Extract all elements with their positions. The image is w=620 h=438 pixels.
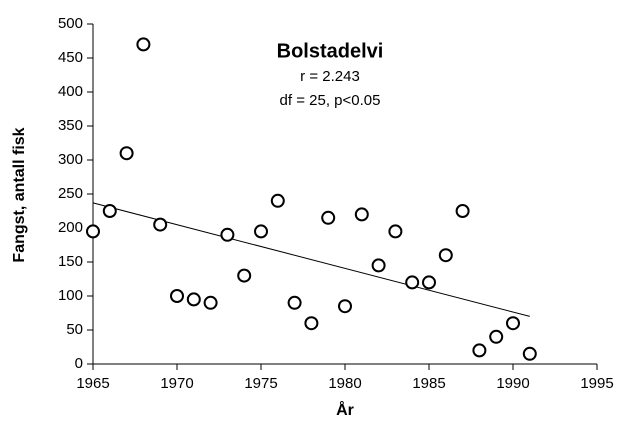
y-tick-label: 350 [58,117,83,134]
y-tick-label: 250 [58,185,83,202]
y-tick-label: 500 [58,15,83,32]
point [270,193,285,208]
y-tick-label: 0 [75,355,83,372]
point [287,295,302,310]
point [489,329,504,344]
annotation: r = 2.243 [300,68,360,85]
point [354,207,369,222]
point [472,343,487,358]
y-tick-label: 400 [58,83,83,100]
chart-title: Bolstadelvi [277,40,384,62]
y-tick-label: 300 [58,151,83,168]
point [203,295,218,310]
y-tick-label: 150 [58,253,83,270]
point [321,210,336,225]
x-tick-label: 1965 [76,375,109,392]
point [388,224,403,239]
point [86,224,100,239]
point [506,316,520,331]
x-axis-label: År [336,400,354,419]
point [186,292,201,307]
y-tick-label: 200 [58,219,83,236]
point [455,204,470,218]
point [170,289,184,303]
point [422,275,436,290]
annotation: df = 25, p<0.05 [280,92,381,109]
y-tick-label: 100 [58,287,83,304]
x-tick-label: 1990 [496,375,529,392]
y-tick-label: 50 [66,321,83,338]
point [119,146,134,161]
x-tick-label: 1980 [328,375,361,392]
point [405,275,420,290]
point [522,346,537,361]
point [136,37,151,52]
point [102,204,117,218]
point [304,316,319,331]
x-tick-label: 1970 [160,375,193,392]
point [438,248,453,263]
y-axis-label: Fangst, antall fisk [11,127,28,262]
y-tick-label: 450 [58,49,83,66]
point [220,227,235,242]
x-tick-label: 1985 [412,375,445,392]
point [371,258,386,273]
point [338,299,352,314]
x-tick-label: 1995 [580,375,613,392]
x-tick-label: 1975 [244,375,277,392]
point [237,268,252,283]
point [254,224,268,239]
point [153,217,168,232]
